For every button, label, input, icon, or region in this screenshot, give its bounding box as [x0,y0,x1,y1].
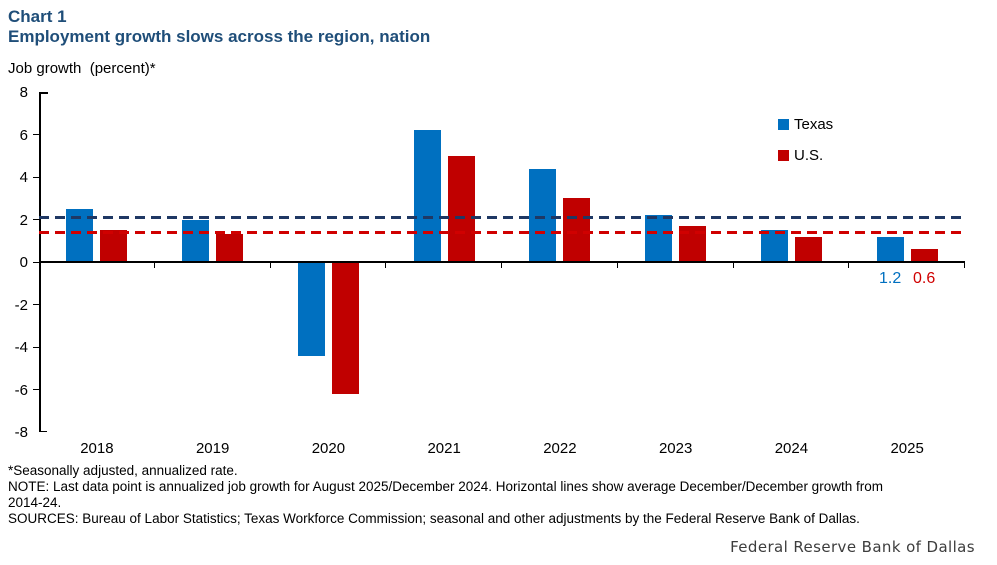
x-axis-tick-2 [269,262,271,268]
x-axis-label-2020: 2020 [311,440,346,457]
x-axis-tick-8 [964,262,965,268]
y-tick-4 [33,176,39,178]
chart-number: Chart 1 [8,7,67,26]
bar-us-2018 [100,230,128,262]
y-tick--4 [33,346,39,348]
legend-swatch-us [778,150,789,161]
y-tick-label-6: 6 [19,126,28,144]
y-tick-6 [33,134,39,135]
bar-texas-2024 [760,230,788,262]
y-tick-label-2: 2 [19,211,28,229]
footnote-note-line2: 2014-24. [8,495,62,510]
x-axis-label-2025: 2025 [890,440,924,457]
x-axis-label-2022: 2022 [543,440,577,457]
x-axis-tick-5 [616,262,618,268]
legend-item-us: U.S. [778,147,823,164]
y-tick-2 [33,219,39,220]
footnote-sources: SOURCES: Bureau of Labor Statistics; Tex… [8,511,860,526]
footnote-note-line1: NOTE: Last data point is annualized job … [8,479,883,494]
bar-texas-2019 [182,219,210,262]
x-axis-zero-line [39,261,965,263]
y-tick-label--2: -2 [14,296,28,314]
legend-label-texas: Texas [794,116,834,133]
y-tick-label--6: -6 [14,381,28,399]
bar-texas-2020 [297,262,325,356]
bar-us-2021 [447,155,475,262]
y-tick-label--8: -8 [14,424,28,441]
x-axis-label-2021: 2021 [427,440,461,457]
y-axis-bottom-cap [39,430,47,432]
bar-texas-2021 [413,130,441,262]
legend-item-texas: Texas [778,116,833,133]
bar-texas-2023 [645,215,673,262]
legend-swatch-texas [778,119,789,130]
x-axis-label-2023: 2023 [658,440,693,457]
y-tick-label-4: 4 [19,169,28,186]
y-tick--2 [33,304,39,305]
legend-label-us: U.S. [794,147,824,164]
x-axis-tick-3 [385,262,387,268]
y-tick--6 [33,389,39,390]
x-axis-label-2024: 2024 [774,440,809,457]
bar-us-2025 [910,249,938,262]
footnote-asterisk: *Seasonally adjusted, annualized rate. [8,463,238,478]
chart-header: Chart 1 Employment growth slows across t… [8,7,430,47]
y-tick-0 [33,261,39,263]
y-tick-label-8: 8 [19,84,28,101]
branding-federal-reserve-bank-of-dallas: Federal Reserve Bank of Dallas [730,538,975,556]
x-axis-tick-7 [848,262,850,268]
bar-us-2019 [216,234,244,262]
value-label-texas-2025: 1.2 [879,270,902,287]
y-axis-top-cap [39,92,48,94]
bar-us-2024 [794,236,822,262]
bar-us-2022 [563,198,591,262]
bar-texas-2022 [529,168,557,262]
value-label-us-2025: 0.6 [913,270,936,287]
y-tick-label-0: 0 [19,254,28,271]
bar-texas-2025 [876,236,904,262]
y-axis-title: Job growth (percent)* [8,60,156,77]
x-axis-tick-1 [153,262,155,268]
x-axis-label-2018: 2018 [80,440,114,457]
bar-us-2020 [331,262,359,394]
x-axis-label-2019: 2019 [195,440,230,457]
reference-line-us-average [39,230,965,234]
chart-title: Employment growth slows across the regio… [8,27,431,46]
reference-line-texas-average [39,215,965,219]
x-axis-tick-6 [732,262,734,268]
x-axis-tick-4 [501,262,502,268]
y-tick-label--4: -4 [14,339,28,356]
